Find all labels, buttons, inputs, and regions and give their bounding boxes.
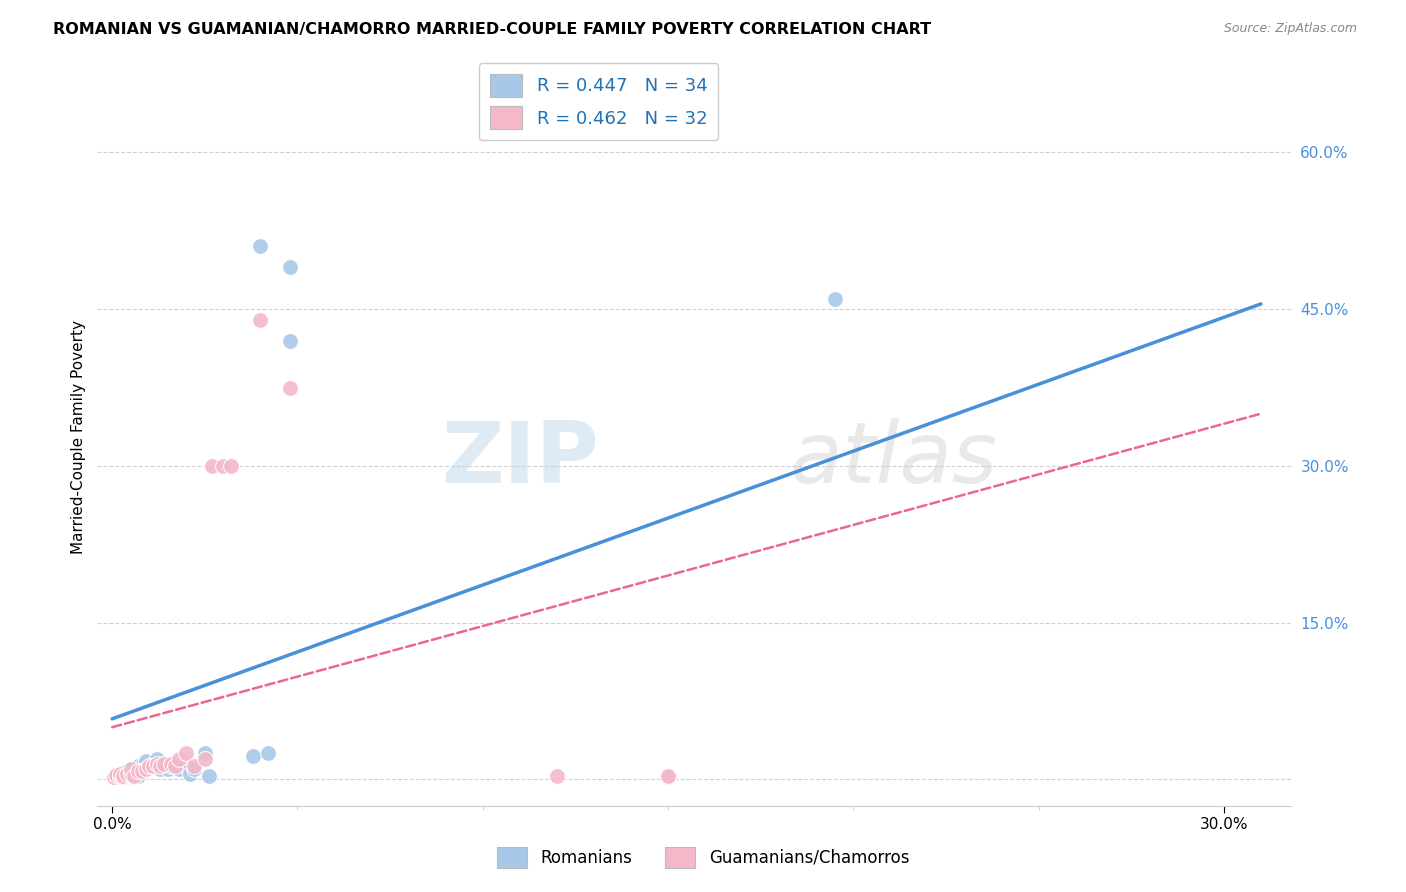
- Legend: R = 0.447   N = 34, R = 0.462   N = 32: R = 0.447 N = 34, R = 0.462 N = 32: [479, 63, 718, 140]
- Point: [108, 767, 131, 781]
- Point: [120, 762, 142, 776]
- Point: [174, 747, 197, 761]
- Text: atlas: atlas: [789, 417, 997, 500]
- Point: [131, 759, 153, 773]
- Text: Source: ZipAtlas.com: Source: ZipAtlas.com: [1223, 22, 1357, 36]
- Point: [127, 764, 149, 778]
- Point: [142, 759, 165, 773]
- Point: [179, 767, 201, 781]
- Point: [108, 770, 131, 784]
- Legend: Romanians, Guamanians/Chamorros: Romanians, Guamanians/Chamorros: [491, 840, 915, 875]
- Point: [194, 747, 217, 761]
- Point: [145, 751, 167, 765]
- Point: [103, 770, 125, 784]
- Point: [108, 769, 131, 783]
- Point: [657, 770, 679, 784]
- Point: [103, 770, 125, 784]
- Point: [657, 769, 679, 783]
- Point: [156, 762, 179, 776]
- Point: [165, 759, 187, 773]
- Point: [104, 769, 127, 783]
- Point: [256, 747, 278, 761]
- Point: [120, 767, 142, 781]
- Point: [546, 769, 568, 783]
- Point: [135, 754, 157, 768]
- Point: [108, 767, 131, 781]
- Point: [153, 756, 176, 771]
- Point: [212, 458, 235, 473]
- Text: ZIP: ZIP: [440, 417, 599, 500]
- Point: [278, 334, 301, 348]
- Point: [112, 770, 135, 784]
- Point: [115, 767, 138, 781]
- Point: [153, 756, 176, 771]
- Point: [824, 292, 846, 306]
- Point: [219, 458, 242, 473]
- Point: [120, 762, 142, 776]
- Point: [278, 260, 301, 275]
- Point: [149, 762, 172, 776]
- Point: [160, 759, 183, 773]
- Point: [249, 239, 271, 253]
- Point: [160, 756, 183, 771]
- Point: [194, 751, 217, 765]
- Point: [149, 759, 172, 773]
- Point: [165, 759, 187, 773]
- Point: [183, 759, 205, 773]
- Point: [115, 769, 138, 783]
- Point: [131, 764, 153, 778]
- Point: [124, 769, 146, 783]
- Point: [135, 762, 157, 776]
- Point: [127, 769, 149, 783]
- Point: [167, 751, 190, 765]
- Point: [138, 760, 160, 774]
- Y-axis label: Married-Couple Family Poverty: Married-Couple Family Poverty: [72, 320, 86, 554]
- Point: [112, 769, 135, 783]
- Point: [127, 759, 149, 773]
- Point: [174, 759, 197, 773]
- Text: ROMANIAN VS GUAMANIAN/CHAMORRO MARRIED-COUPLE FAMILY POVERTY CORRELATION CHART: ROMANIAN VS GUAMANIAN/CHAMORRO MARRIED-C…: [53, 22, 932, 37]
- Point: [124, 770, 146, 784]
- Point: [197, 769, 219, 783]
- Point: [138, 759, 160, 773]
- Point: [242, 749, 264, 764]
- Point: [104, 768, 127, 782]
- Point: [183, 762, 205, 776]
- Point: [201, 458, 224, 473]
- Point: [249, 312, 271, 326]
- Point: [115, 764, 138, 778]
- Point: [145, 756, 167, 771]
- Point: [112, 770, 135, 784]
- Point: [167, 762, 190, 776]
- Point: [142, 756, 165, 771]
- Point: [278, 380, 301, 394]
- Point: [120, 767, 142, 781]
